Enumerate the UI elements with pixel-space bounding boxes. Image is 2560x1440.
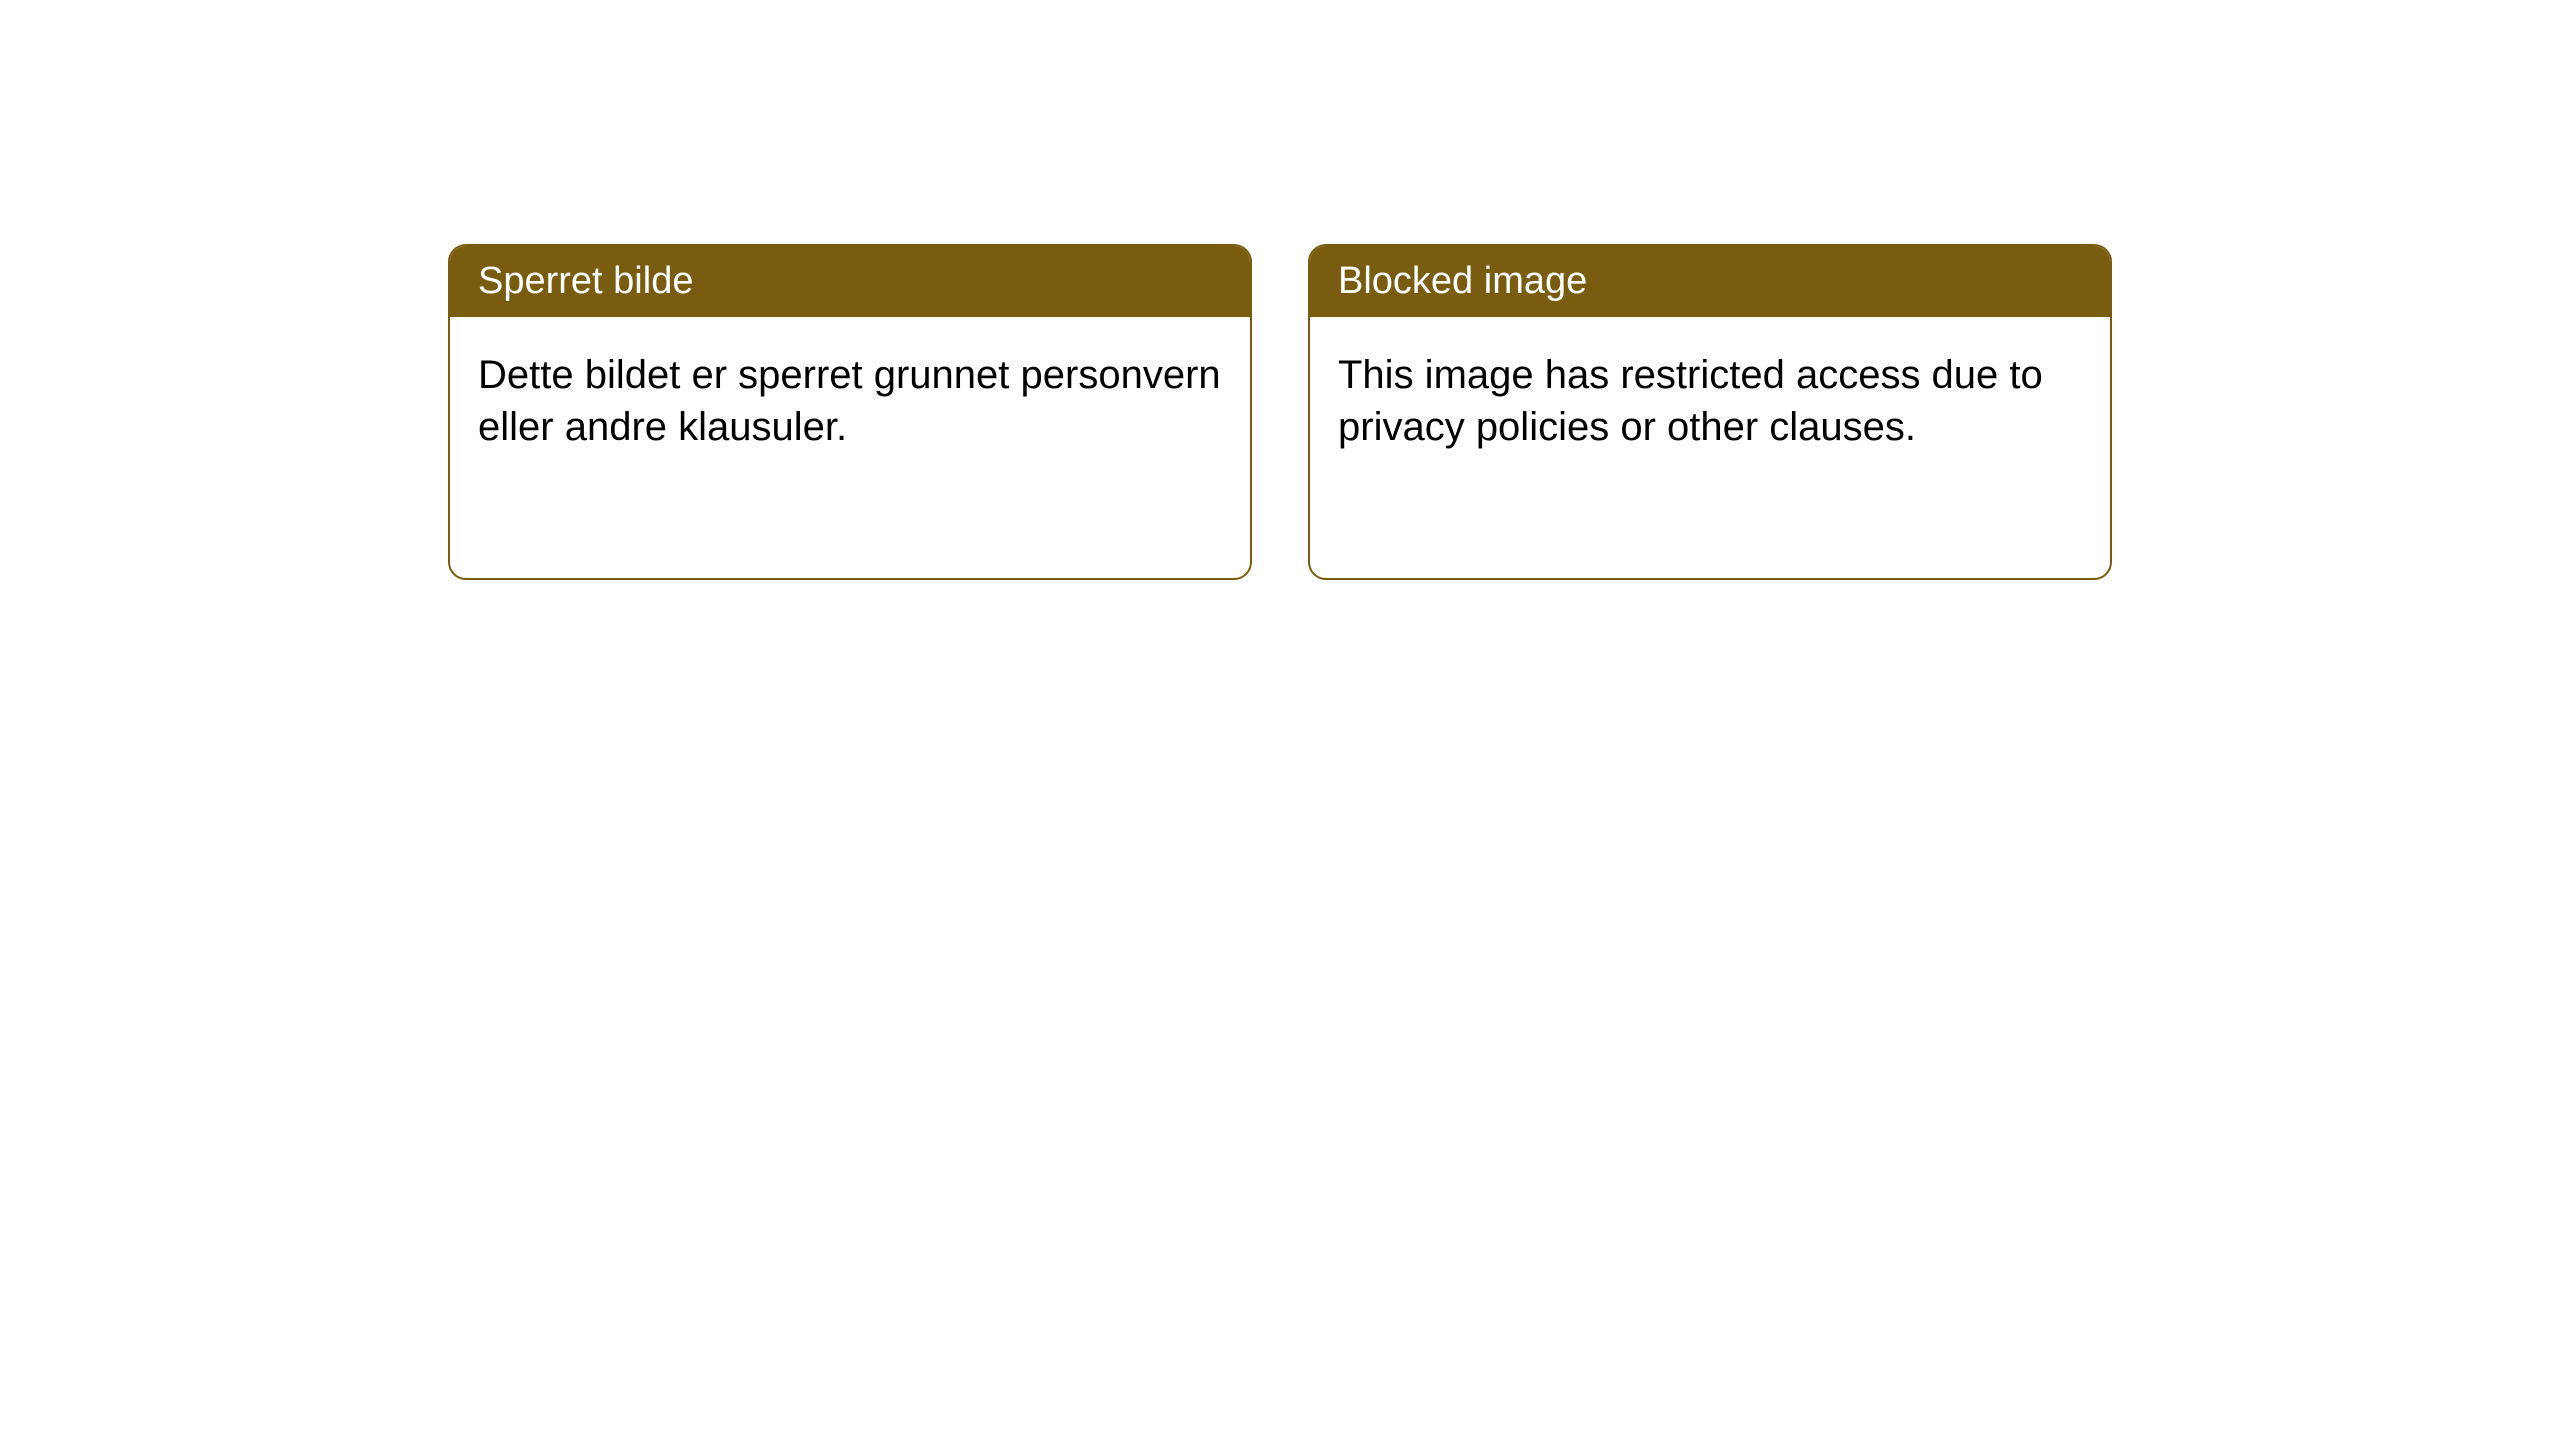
notice-container: Sperret bilde Dette bildet er sperret gr… <box>448 244 2112 1440</box>
notice-card-norwegian: Sperret bilde Dette bildet er sperret gr… <box>448 244 1252 580</box>
notice-body: Dette bildet er sperret grunnet personve… <box>450 317 1250 485</box>
notice-message: Dette bildet er sperret grunnet personve… <box>478 353 1221 449</box>
notice-title: Blocked image <box>1338 260 1587 302</box>
notice-card-english: Blocked image This image has restricted … <box>1308 244 2112 580</box>
notice-body: This image has restricted access due to … <box>1310 317 2110 485</box>
notice-message: This image has restricted access due to … <box>1338 353 2043 449</box>
notice-header: Sperret bilde <box>450 246 1250 317</box>
notice-header: Blocked image <box>1310 246 2110 317</box>
notice-title: Sperret bilde <box>478 260 693 302</box>
